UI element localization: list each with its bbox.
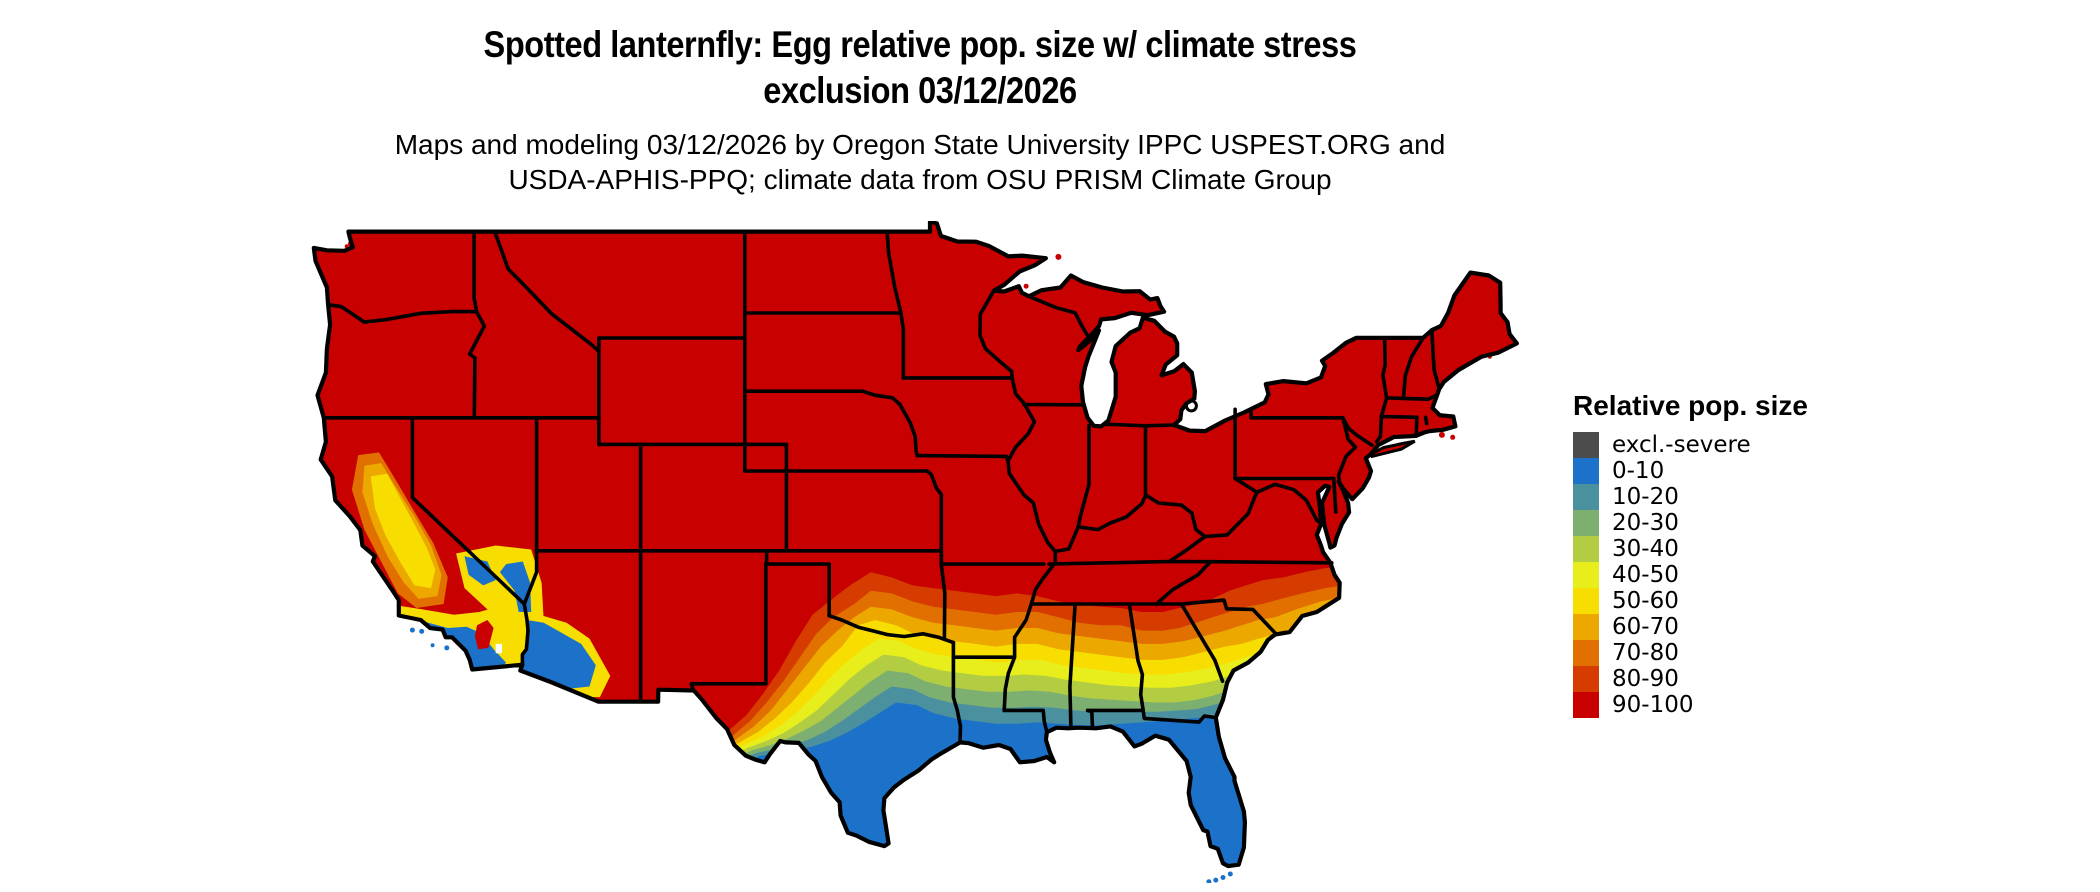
island	[1220, 875, 1226, 880]
island	[1055, 253, 1062, 260]
legend-item: 40-50	[1573, 562, 1808, 588]
legend-label: 20-30	[1612, 510, 1679, 536]
page-title: Spotted lanternfly: Egg relative pop. si…	[0, 0, 1840, 114]
legend-swatch	[1573, 432, 1599, 458]
legend-swatch	[1573, 614, 1599, 640]
legend-item: 80-90	[1573, 666, 1808, 692]
legend-label: 60-70	[1612, 614, 1679, 640]
island	[1227, 871, 1233, 877]
header: Spotted lanternfly: Egg relative pop. si…	[0, 0, 1840, 197]
island	[419, 628, 425, 634]
us-map	[311, 221, 1519, 883]
legend-item: 10-20	[1573, 484, 1808, 510]
legend-item: 20-30	[1573, 510, 1808, 536]
legend-swatch	[1573, 640, 1599, 666]
island	[1368, 439, 1416, 459]
legend-label: 0-10	[1612, 458, 1665, 484]
legend-label: 90-100	[1612, 692, 1694, 718]
legend-label: 50-60	[1612, 588, 1679, 614]
legend-swatch	[1573, 536, 1599, 562]
legend-label: 10-20	[1612, 484, 1679, 510]
legend-swatch	[1573, 458, 1599, 484]
island	[1023, 283, 1029, 289]
legend-swatch	[1573, 562, 1599, 588]
legend: Relative pop. size excl.-severe 0-10 10-20…	[1573, 390, 1808, 718]
legend-item: 90-100	[1573, 692, 1808, 718]
legend-item: 70-80	[1573, 640, 1808, 666]
legend-item: excl.-severe	[1573, 432, 1808, 458]
subtitle-line-1: Maps and modeling 03/12/2026 by Oregon S…	[394, 129, 1446, 160]
title-line-1: Spotted lanternfly: Egg relative pop. si…	[483, 24, 1357, 65]
island	[1213, 877, 1219, 883]
legend-label: 80-90	[1612, 666, 1679, 692]
legend-label: 30-40	[1612, 536, 1679, 562]
legend-swatch	[1573, 666, 1599, 692]
legend-title: Relative pop. size	[1573, 390, 1808, 421]
island	[1450, 434, 1456, 440]
country-outline	[311, 221, 1519, 869]
legend-item: 30-40	[1573, 536, 1808, 562]
legend-label: 40-50	[1612, 562, 1679, 588]
legend-item: 60-70	[1573, 614, 1808, 640]
state-borders	[322, 229, 1441, 745]
legend-items: excl.-severe 0-10 10-20 20-30 30-40 40-50 50-6…	[1573, 432, 1808, 718]
legend-label: 70-80	[1612, 640, 1679, 666]
legend-swatch	[1573, 588, 1599, 614]
legend-item: 50-60	[1573, 588, 1808, 614]
legend-item: 0-10	[1573, 458, 1808, 484]
legend-swatch	[1573, 692, 1599, 718]
island	[444, 645, 450, 651]
subtitle-line-2: USDA-APHIS-PPQ; climate data from OSU PR…	[508, 164, 1332, 195]
subtitle: Maps and modeling 03/12/2026 by Oregon S…	[0, 127, 1840, 197]
legend-label: excl.-severe	[1612, 432, 1751, 458]
legend-swatch	[1573, 510, 1599, 536]
island	[1206, 879, 1212, 883]
island	[1438, 431, 1445, 438]
legend-swatch	[1573, 484, 1599, 510]
island	[430, 643, 435, 648]
title-line-2: exclusion 03/12/2026	[763, 70, 1077, 111]
island	[409, 627, 415, 633]
